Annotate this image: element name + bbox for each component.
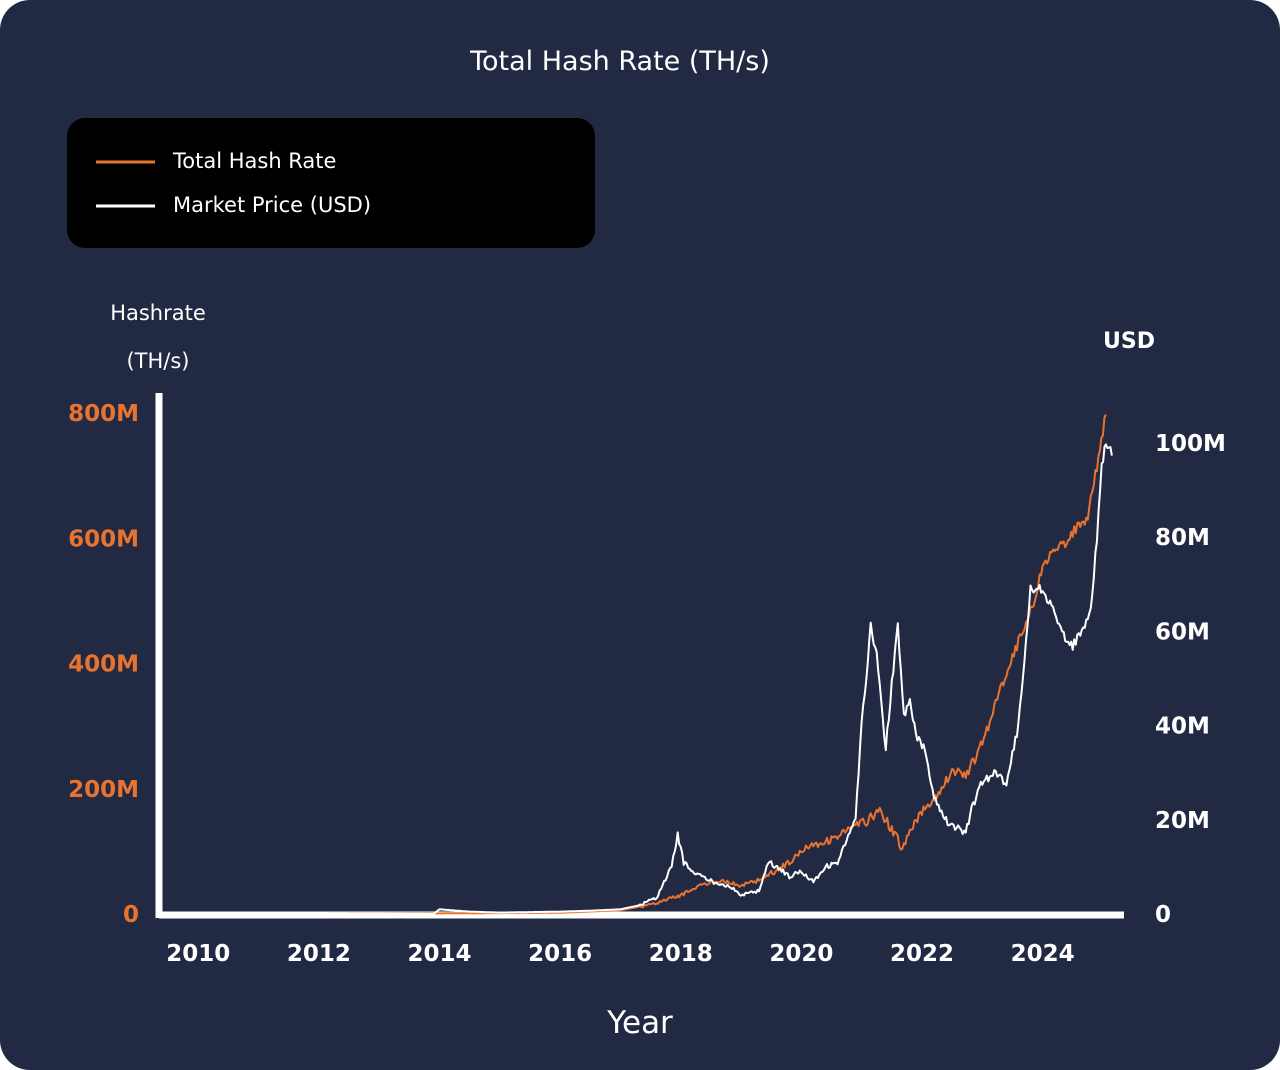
- y-left-tick-label: 200M: [68, 777, 139, 803]
- y-right-ticks: 0 20M 40M 60M 80M 100M: [1155, 431, 1226, 928]
- x-tick-label: 2020: [769, 941, 833, 967]
- y-left-tick-label: 800M: [68, 401, 139, 427]
- y-right-tick-label: 60M: [1155, 619, 1210, 645]
- x-tick-label: 2012: [287, 941, 351, 967]
- legend-label-market-price: Market Price (USD): [173, 193, 371, 217]
- series-line-total-hash-rate: [162, 414, 1107, 915]
- y-right-tick-label: 100M: [1155, 431, 1226, 457]
- y-left-ticks: 0 200M 400M 600M 800M: [68, 401, 139, 928]
- legend-background: [67, 118, 595, 248]
- legend: Total Hash Rate Market Price (USD): [67, 118, 595, 248]
- series-layer: [162, 414, 1113, 915]
- x-tick-label: 2024: [1011, 941, 1075, 967]
- y-right-title: USD: [1103, 329, 1155, 354]
- x-ticks: 2010 2012 2014 2016 2018 2020 2022 2024: [166, 941, 1074, 967]
- y-left-tick-label: 0: [123, 902, 139, 928]
- series-line-market-price: [162, 443, 1113, 915]
- y-right-tick-label: 20M: [1155, 808, 1210, 834]
- chart-title: Total Hash Rate (TH/s): [469, 46, 770, 77]
- y-left-tick-label: 600M: [68, 526, 139, 552]
- x-tick-label: 2014: [407, 941, 471, 967]
- y-right-tick-label: 0: [1155, 902, 1171, 928]
- x-tick-label: 2016: [528, 941, 592, 967]
- y-right-tick-label: 40M: [1155, 714, 1210, 740]
- x-tick-label: 2018: [649, 941, 713, 967]
- x-tick-label: 2022: [890, 941, 954, 967]
- y-right-tick-label: 80M: [1155, 525, 1210, 551]
- y-left-title-line1: Hashrate: [110, 301, 206, 325]
- legend-label-hash-rate: Total Hash Rate: [172, 149, 336, 173]
- y-left-title-line2: (TH/s): [126, 349, 189, 373]
- x-tick-label: 2010: [166, 941, 230, 967]
- y-left-tick-label: 400M: [68, 652, 139, 678]
- x-axis-title: Year: [606, 1005, 673, 1041]
